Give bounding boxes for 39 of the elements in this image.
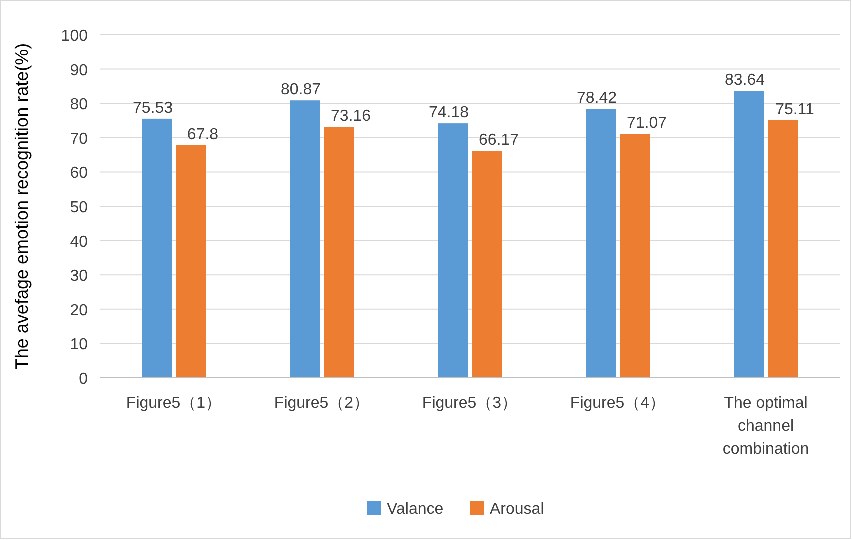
data-label: 80.87 [280,82,322,99]
data-label: 66.17 [478,132,520,150]
y-tick-label: 90 [70,62,88,80]
bar [324,127,354,378]
data-label: 67.8 [187,126,219,144]
bar [472,151,502,378]
y-tick-label: 100 [61,28,88,45]
bar [176,145,206,378]
bar [586,109,616,378]
y-tick-label: 30 [70,268,88,286]
y-tick-label: 60 [70,165,88,182]
data-label: 75.11 [776,101,815,118]
bar [734,91,764,378]
y-tick-label: 70 [70,130,88,148]
y-tick-label: 0 [79,371,88,388]
x-tick-label: Figure5（2） [274,395,370,412]
x-tick-label: Figure5（1） [126,395,222,412]
data-label: 74.18 [428,104,470,122]
bar [768,120,798,378]
y-tick-label: 50 [70,200,88,216]
x-tick-label: The optimal channel combination [722,395,810,458]
data-label: 71.07 [626,115,668,132]
data-label: 83.64 [724,72,766,90]
bar [142,118,172,378]
data-label: 73.16 [330,108,372,126]
y-tick-label: 20 [70,302,88,320]
legend-label: Valance [387,501,444,518]
y-tick-label: 10 [70,336,88,354]
bar [290,100,320,378]
data-label: 75.53 [132,100,174,117]
bar [438,124,468,378]
legend-label: Arousal [490,501,544,518]
bar [620,134,650,378]
y-tick-label: 40 [70,234,88,251]
y-tick-label: 80 [70,96,88,114]
data-label: 78.42 [576,90,618,108]
x-tick-label: Figure5（4） [570,395,666,412]
y-axis-title: The avefage emotion recognition rate(%) [12,43,32,370]
x-tick-label: Figure5（3） [422,395,518,412]
